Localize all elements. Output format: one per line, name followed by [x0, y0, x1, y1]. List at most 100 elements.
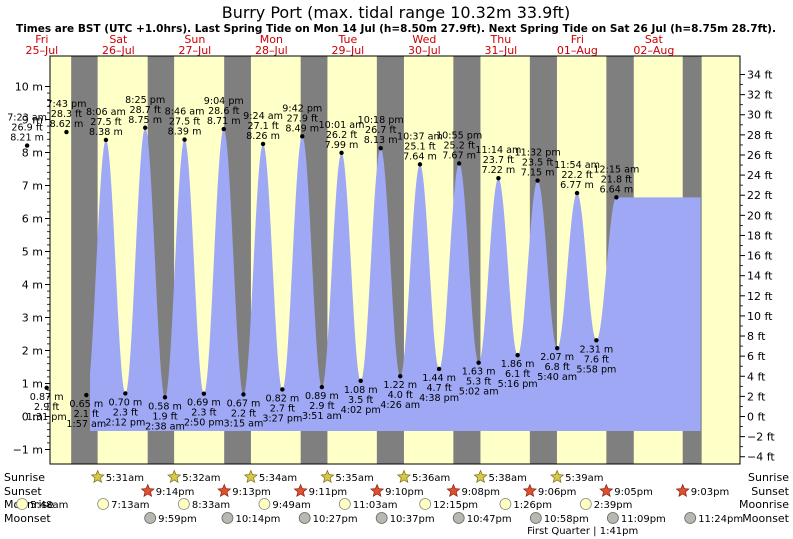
tide-m-label: 1.86 m: [501, 359, 535, 370]
sunrise-icon: [550, 469, 565, 483]
sunrise-event: 5:32am: [167, 469, 221, 484]
y-tick-label-ft: 10 ft: [747, 310, 773, 323]
tide-m-label: 7.99 m: [325, 140, 359, 151]
moonrise-row: 5:48am 7:13am 8:33am 9:49am 11:03am 12:15pm 1:…: [16, 498, 633, 511]
moonrise-icon: [419, 498, 432, 510]
sunrise-event: 5:38am: [473, 469, 527, 484]
moonset-time: 10:27pm: [313, 514, 358, 525]
moonset-icon: [144, 512, 157, 524]
day-of-week-label: Thu: [490, 33, 512, 46]
tide-time-label: 11:54 am: [554, 160, 600, 171]
tide-time-label: 5:58 pm: [576, 364, 616, 375]
tide-ft-label: 22.2 ft: [561, 170, 593, 181]
tide-time-label: 2:38 am: [145, 421, 185, 432]
day-of-week-label: Wed: [412, 33, 436, 46]
tide-point: [123, 391, 128, 396]
sunrise-icon: [473, 469, 488, 483]
moonrise-time: 9:49am: [272, 500, 310, 511]
sunset-time: 9:03pm: [691, 487, 730, 498]
moonset-time: 10:37pm: [390, 514, 435, 525]
moonrise-event: 11:03am: [338, 498, 398, 511]
moonrise-icon: [579, 498, 592, 510]
sunset-time: 9:05pm: [614, 487, 653, 498]
chart-title: Burry Port (max. tidal range 10.32m 33.9…: [222, 3, 570, 22]
tide-ft-label: 2.9 ft: [34, 402, 60, 413]
tide-m-label: 8.21 m: [10, 133, 44, 144]
moonset-event: 11:09pm: [606, 512, 666, 525]
sunrise-icon: [396, 469, 411, 483]
tide-ft-label: 23.5 ft: [522, 158, 554, 169]
low-tide-marker: 1.08 m3.5 ft4:02 pm: [341, 378, 381, 416]
tide-time-label: 5:02 am: [459, 387, 499, 398]
plot-frame: [49, 55, 741, 465]
tide-ft-label: 6.8 ft: [545, 362, 571, 373]
y-tick-label-m: 2 m: [22, 345, 43, 358]
tide-time-label: 2:12 pm: [105, 417, 145, 428]
tide-point: [535, 178, 540, 183]
tide-ft-label: 2.3 ft: [113, 407, 139, 418]
tide-point: [614, 195, 619, 200]
moonset-event: 11:24pm: [684, 512, 743, 525]
tide-area: [90, 127, 701, 431]
tide-point: [260, 141, 266, 147]
sunset-time: 9:06pm: [538, 487, 577, 498]
sunset-time: 9:08pm: [461, 487, 500, 498]
y-tick-label-ft: 18 ft: [747, 229, 773, 242]
tide-time-label: 3:15 am: [224, 418, 264, 429]
moonrise-time: 2:39pm: [594, 500, 633, 511]
low-tide-marker: 0.67 m2.2 ft3:15 am: [224, 392, 264, 429]
tide-point: [64, 129, 69, 135]
y-tick-label-ft: 14 ft: [747, 270, 773, 283]
tide-m-label: 6.77 m: [560, 180, 594, 191]
tide-ft-label: 25.1 ft: [404, 141, 436, 152]
y-tick-label-ft: 0 ft: [747, 411, 766, 424]
moonrise-icon: [338, 498, 351, 510]
tide-m-label: 6.64 m: [600, 184, 634, 195]
tide-time-label: 4:38 pm: [419, 393, 459, 404]
y-tick-label-ft: 24 ft: [747, 169, 773, 182]
y-tick-label-ft: −4 ft: [747, 451, 775, 464]
sunset-event: 9:10pm: [370, 483, 424, 498]
moonset-icon: [221, 512, 234, 524]
tide-m-label: 0.65 m: [69, 399, 103, 410]
tide-m-label: 0.67 m: [227, 398, 261, 409]
tide-ft-label: 4.7 ft: [426, 383, 452, 394]
low-tide-marker: 0.58 m1.9 ft2:38 am: [145, 395, 185, 432]
tide-m-label: 7.22 m: [482, 165, 516, 176]
low-tide-marker: 0.70 m2.3 ft2:12 pm: [105, 391, 145, 428]
moonrise-event: 2:39pm: [579, 498, 633, 511]
y-tick-label-m: 3 m: [22, 312, 43, 325]
y-tick-label-ft: 12 ft: [747, 290, 773, 303]
astro-row-label-right: Moonset: [742, 512, 789, 525]
tide-ft-label: 26.7 ft: [365, 125, 397, 136]
moonset-icon: [375, 512, 388, 524]
tide-ft-label: 2.9 ft: [309, 401, 335, 412]
low-tide-marker: 0.82 m2.7 ft3:27 pm: [262, 387, 302, 424]
moonset-event: 10:58pm: [529, 512, 589, 525]
sunrise-time: 5:39am: [565, 473, 603, 484]
day-of-week-label: Tue: [337, 33, 357, 46]
moonset-event: 10:47pm: [452, 512, 512, 525]
tide-point: [319, 384, 325, 390]
day-labels: Fri25–JulSat26–JulSun27–JulMon28–JulTue2…: [25, 33, 674, 57]
day-of-week-label: Fri: [571, 33, 584, 46]
moonset-time: 11:09pm: [621, 514, 666, 525]
moonset-time: 9:59pm: [158, 514, 197, 525]
moonset-time: 11:24pm: [698, 514, 743, 525]
tide-m-label: 8.13 m: [364, 135, 398, 146]
tide-point: [84, 392, 89, 398]
tide-point: [221, 126, 226, 132]
tide-m-label: 0.89 m: [305, 391, 339, 402]
sunrise-icon: [243, 469, 258, 483]
astro-row-label-left: Sunrise: [4, 471, 45, 484]
tide-m-label: 7.64 m: [403, 151, 437, 162]
tide-time-label: 8:46 am: [165, 107, 205, 118]
day-of-week-label: Fri: [35, 33, 48, 46]
